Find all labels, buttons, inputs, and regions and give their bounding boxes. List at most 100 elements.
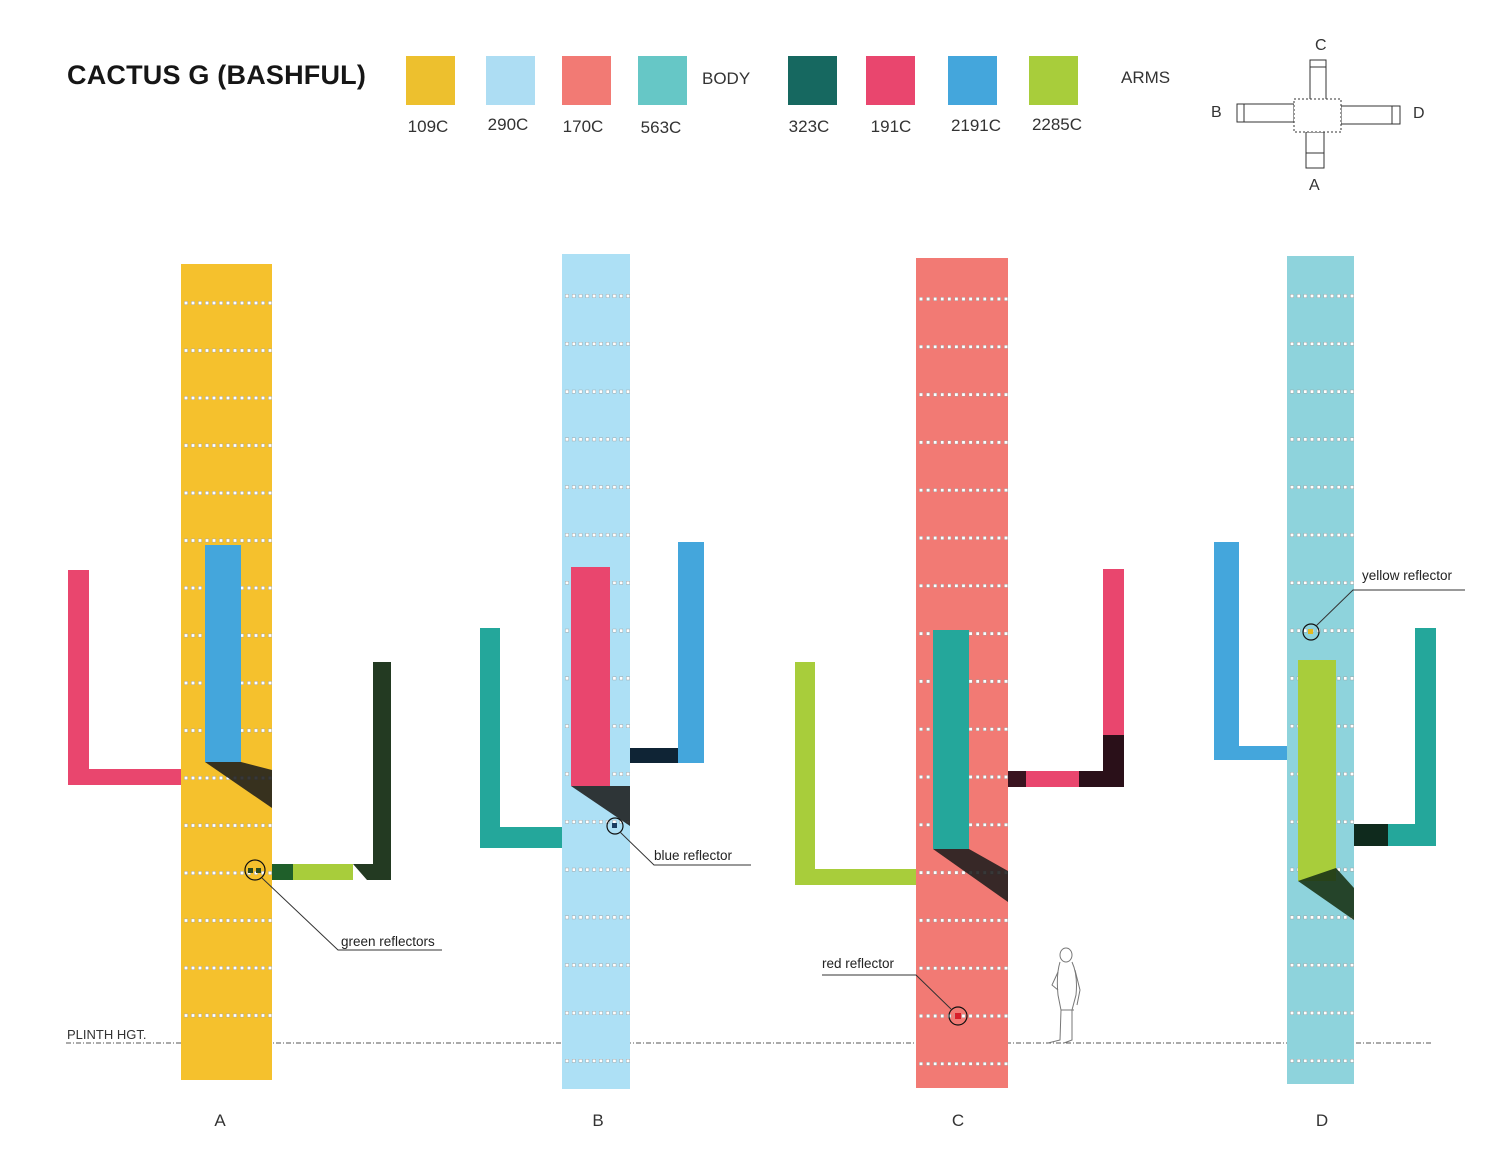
spine-dot	[1004, 918, 1008, 923]
spine-dot	[990, 297, 994, 301]
spine-dot	[1316, 294, 1321, 298]
spine-dot	[212, 301, 216, 305]
spine-dot	[605, 437, 610, 442]
spine-dot	[565, 676, 569, 681]
spine-dot	[268, 396, 272, 400]
spine-dot	[240, 491, 244, 495]
spine-dot	[191, 586, 195, 590]
spine-dot	[982, 727, 987, 731]
spine-dot	[933, 440, 937, 445]
spine-dot	[1343, 867, 1348, 872]
spine-dot	[1350, 724, 1354, 728]
spine-dot	[268, 301, 272, 305]
spine-dot	[975, 966, 980, 970]
callout-green-reflectors: green reflectors	[341, 934, 435, 949]
spine-dot	[585, 867, 590, 872]
spine-dot	[1303, 389, 1308, 394]
reflector-d-dot	[1308, 629, 1313, 634]
spine-dot	[612, 437, 617, 442]
spine-dot	[1343, 724, 1348, 728]
spine-dot	[1004, 1014, 1008, 1018]
leader-b	[619, 831, 751, 866]
spine-dot	[940, 488, 945, 493]
spine-dot	[968, 918, 973, 923]
spine-dot	[198, 871, 202, 875]
spine-dot	[184, 633, 188, 638]
swatch-2285c	[1029, 56, 1078, 105]
spine-dot	[592, 389, 596, 394]
spine-dot	[1323, 437, 1328, 442]
spine-dot	[219, 538, 223, 543]
spine-dot	[1350, 485, 1354, 490]
spine-dot	[605, 342, 610, 346]
spine-dot	[592, 533, 596, 537]
spine-dot	[968, 823, 973, 827]
arm-d-lime	[1298, 660, 1336, 881]
spine-dot	[219, 443, 223, 448]
spine-dot	[612, 820, 617, 824]
spine-dot	[626, 437, 630, 442]
spine-dot	[961, 1014, 966, 1018]
spine-dot	[947, 584, 952, 588]
spine-dot	[578, 533, 583, 537]
spine-dot	[1323, 533, 1328, 537]
spine-dot	[926, 536, 930, 540]
spine-dot	[919, 440, 923, 445]
spine-dot	[592, 1011, 596, 1015]
spine-dot	[226, 396, 230, 400]
spine-dot	[1303, 485, 1308, 490]
swatch-109c	[406, 56, 455, 105]
arm-d-left-blue	[1214, 542, 1287, 760]
spine-dot	[1323, 342, 1328, 346]
spine-dot	[1323, 1011, 1328, 1015]
spine-dot	[1303, 915, 1308, 920]
spine-dot	[605, 294, 610, 298]
spine-dot	[599, 867, 603, 872]
spine-dot	[565, 724, 569, 728]
spine-dot	[226, 871, 230, 875]
spine-dot	[990, 823, 994, 827]
spine-dot	[233, 823, 237, 828]
reflector-c-circle	[948, 1006, 968, 1026]
spine-dot	[268, 823, 272, 828]
spine-dot	[990, 584, 994, 588]
spine-dot	[1323, 581, 1328, 585]
spine-dot	[954, 488, 959, 493]
spine-dot	[1296, 342, 1301, 346]
spine-dot	[619, 724, 624, 728]
spine-dot	[1296, 963, 1301, 967]
spine-dot	[975, 488, 980, 493]
spine-dot	[247, 348, 251, 353]
spine-dot	[205, 918, 209, 923]
spine-dot	[933, 297, 937, 301]
spine-dot	[626, 628, 630, 633]
spine-dot	[619, 772, 624, 776]
spine-dot	[254, 348, 258, 353]
spine-dot	[982, 679, 987, 684]
spine-dot	[612, 533, 617, 537]
reflector-a-dot-2	[256, 868, 261, 873]
spine-dot	[926, 1061, 930, 1066]
spine-dot	[599, 533, 603, 537]
spine-dot	[1316, 342, 1321, 346]
spine-dot	[1310, 581, 1314, 585]
spine-dot	[226, 823, 230, 828]
spine-dot	[1290, 963, 1294, 967]
spine-dot	[599, 1058, 603, 1063]
spine-dot	[1310, 915, 1314, 920]
spine-dot	[205, 823, 209, 828]
spine-dot	[1336, 342, 1341, 346]
spine-dot	[1330, 628, 1334, 633]
spine-dot	[1316, 437, 1321, 442]
spine-dot	[592, 1058, 596, 1063]
spine-dot	[919, 679, 923, 684]
spine-dot	[933, 536, 937, 540]
spine-dot	[612, 628, 617, 633]
spine-dot	[612, 1058, 617, 1063]
spine-dot	[233, 443, 237, 448]
key-label-a: A	[1309, 177, 1320, 194]
spine-dot	[1316, 1058, 1321, 1063]
spine-dot	[612, 581, 617, 585]
spine-dot	[1343, 485, 1348, 490]
spine-dot	[219, 966, 223, 970]
